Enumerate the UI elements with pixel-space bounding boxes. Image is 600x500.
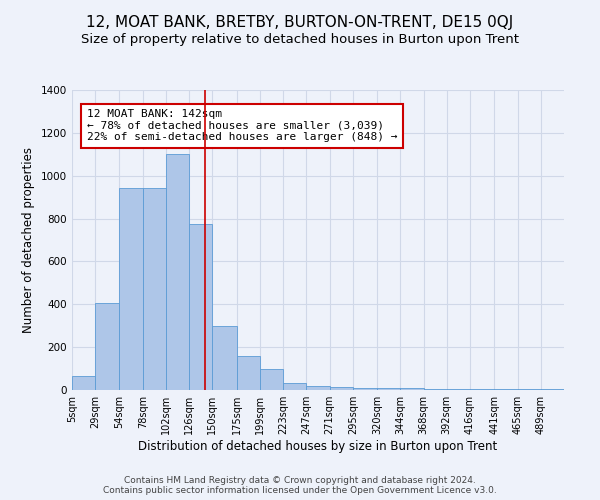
Bar	[447, 388, 470, 390]
Bar	[494, 389, 518, 390]
Bar	[212, 326, 236, 390]
Bar	[119, 188, 143, 390]
Bar	[166, 154, 189, 390]
Bar	[329, 388, 353, 390]
Bar	[283, 382, 307, 390]
Bar	[260, 368, 283, 390]
Bar	[72, 376, 95, 390]
Bar	[377, 388, 400, 390]
Bar	[189, 224, 212, 390]
Bar	[400, 388, 424, 390]
Bar	[424, 388, 447, 390]
Bar	[353, 388, 377, 390]
Bar	[470, 389, 494, 390]
Bar	[95, 303, 119, 390]
Bar	[236, 356, 260, 390]
X-axis label: Distribution of detached houses by size in Burton upon Trent: Distribution of detached houses by size …	[139, 440, 497, 453]
Text: Contains public sector information licensed under the Open Government Licence v3: Contains public sector information licen…	[103, 486, 497, 495]
Text: 12, MOAT BANK, BRETBY, BURTON-ON-TRENT, DE15 0QJ: 12, MOAT BANK, BRETBY, BURTON-ON-TRENT, …	[86, 15, 514, 30]
Bar	[307, 386, 329, 390]
Text: 12 MOAT BANK: 142sqm
← 78% of detached houses are smaller (3,039)
22% of semi-de: 12 MOAT BANK: 142sqm ← 78% of detached h…	[86, 110, 397, 142]
Text: Contains HM Land Registry data © Crown copyright and database right 2024.: Contains HM Land Registry data © Crown c…	[124, 476, 476, 485]
Y-axis label: Number of detached properties: Number of detached properties	[22, 147, 35, 333]
Bar	[541, 389, 564, 390]
Bar	[518, 389, 541, 390]
Bar	[143, 188, 166, 390]
Text: Size of property relative to detached houses in Burton upon Trent: Size of property relative to detached ho…	[81, 32, 519, 46]
